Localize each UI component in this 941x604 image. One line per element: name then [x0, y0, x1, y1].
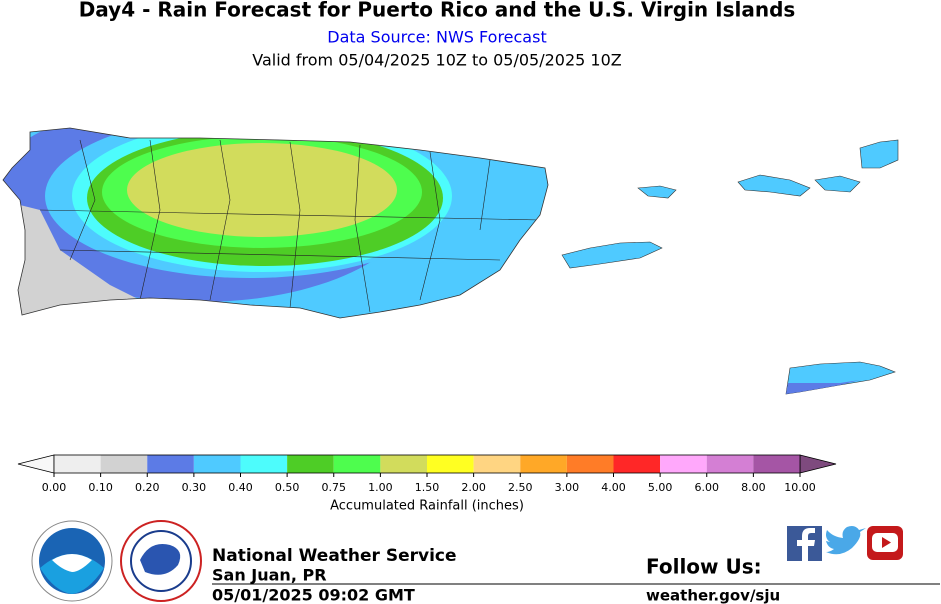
- colorbar-tick-label: 1.50: [415, 481, 440, 494]
- colorbar-tick-label: 0.00: [42, 481, 67, 494]
- issued: 05/01/2025 09:02 GMT: [212, 586, 415, 604]
- colorbar-under: [17, 454, 55, 474]
- colorbar-segment: [287, 455, 334, 473]
- colorbar-tick-label: 0.10: [88, 481, 113, 494]
- st-thomas: [737, 174, 811, 197]
- colorbar-segment: [660, 455, 707, 473]
- colorbar-tick-label: 0.40: [228, 481, 253, 494]
- culebra: [637, 185, 677, 199]
- colorbar-tick-label: 0.75: [322, 481, 347, 494]
- colorbar: 0.00 0.10 0.20 0.30 0.40 0.50 0.75 1.00 1.50 2.00…: [17, 454, 837, 494]
- colorbar-segment: [473, 455, 521, 473]
- colorbar-segment: [520, 455, 567, 473]
- colorbar-label: Accumulated Rainfall (inches): [330, 499, 524, 514]
- colorbar-segment: [54, 455, 101, 473]
- colorbar-segment: [240, 455, 288, 473]
- noaa-logo: [31, 520, 113, 602]
- colorbar-segment: [613, 455, 661, 473]
- twitter-icon[interactable]: [826, 526, 866, 555]
- title: Day4 - Rain Forecast for Puerto Rico and…: [79, 0, 796, 22]
- colorbar-tick-label: 0.30: [182, 481, 207, 494]
- colorbar-segment: [100, 455, 148, 473]
- colorbar-tick-label: 6.00: [695, 481, 720, 494]
- colorbar-tick-label: 0.20: [135, 481, 160, 494]
- colorbar-segment: [427, 455, 474, 473]
- colorbar-segment: [706, 455, 754, 473]
- colorbar-tick-label: 0.50: [275, 481, 300, 494]
- nws-logo: [120, 520, 202, 602]
- colorbar-tick-label: 2.00: [461, 481, 486, 494]
- colorbar-segment: [380, 455, 427, 473]
- facebook-icon[interactable]: [787, 526, 822, 561]
- map: [2, 127, 899, 395]
- colorbar-segment: [333, 455, 381, 473]
- colorbar-tick-label: 1.00: [368, 481, 393, 494]
- valid-period: Valid from 05/04/2025 10Z to 05/05/2025 …: [252, 51, 621, 70]
- youtube-icon[interactable]: [867, 526, 903, 560]
- puerto-rico: [3, 128, 548, 318]
- colorbar-over: [799, 454, 837, 474]
- office: San Juan, PR: [212, 566, 327, 585]
- colorbar-tick-label: 8.00: [741, 481, 766, 494]
- org-name: National Weather Service: [212, 546, 457, 566]
- colorbar-tick-label: 10.00: [784, 481, 816, 494]
- colorbar-tick-label: 5.00: [648, 481, 673, 494]
- st-croix-south: [786, 380, 860, 394]
- vieques: [561, 241, 663, 269]
- colorbar-segment: [147, 455, 194, 473]
- colorbar-tick-label: 2.50: [508, 481, 533, 494]
- colorbar-segment: [193, 455, 241, 473]
- tortola: [859, 139, 899, 169]
- colorbar-tick-label: 3.00: [555, 481, 580, 494]
- website[interactable]: weather.gov/sju: [646, 587, 780, 604]
- st-john: [814, 175, 861, 193]
- colorbar-segment: [566, 455, 614, 473]
- colorbar-segment: [753, 455, 800, 473]
- data-source: Data Source: NWS Forecast: [327, 28, 546, 47]
- follow-us: Follow Us:: [646, 555, 762, 579]
- colorbar-tick-label: 4.00: [601, 481, 626, 494]
